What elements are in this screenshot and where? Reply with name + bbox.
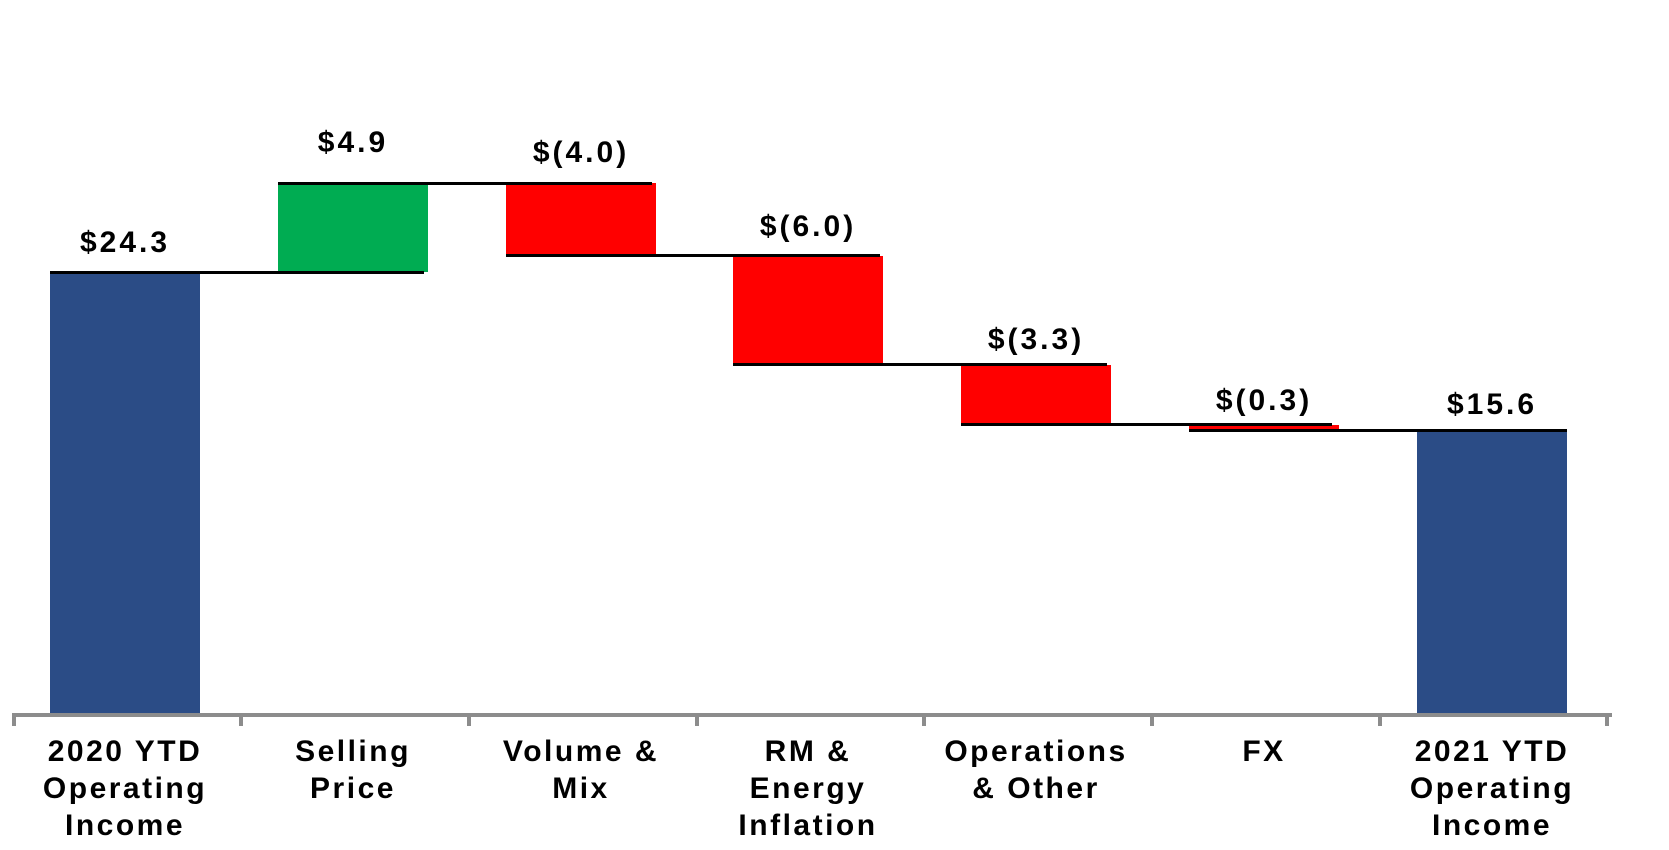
x-axis-line xyxy=(12,713,1612,717)
x-axis-tick xyxy=(695,713,699,726)
value-label-fx: $(0.3) xyxy=(1215,384,1313,417)
value-label-volume-mix: $(4.0) xyxy=(532,136,630,169)
value-label-rm-energy-inflation: $(6.0) xyxy=(759,210,857,243)
category-label-fx: FX xyxy=(1242,735,1286,768)
bar-volume-mix xyxy=(506,183,656,256)
x-axis-tick xyxy=(922,713,926,726)
value-label-2021-ytd-operating-income: $15.6 xyxy=(1446,388,1538,421)
x-axis-tick xyxy=(1605,713,1609,726)
connector-line xyxy=(733,363,1107,366)
connector-line xyxy=(278,182,652,185)
x-axis-tick xyxy=(1378,713,1382,726)
category-label-operations-other: Operations & Other xyxy=(944,735,1128,805)
x-axis-tick xyxy=(12,713,16,726)
connector-line xyxy=(50,271,424,274)
x-axis-tick xyxy=(467,713,471,726)
bar-operations-other xyxy=(961,365,1111,425)
bar-fx xyxy=(1189,425,1339,430)
bar-selling-price xyxy=(278,183,428,272)
x-axis-tick xyxy=(239,713,243,726)
category-label-selling-price: Selling Price xyxy=(295,735,411,805)
value-label-selling-price: $4.9 xyxy=(317,126,389,159)
value-label-2020-ytd-operating-income: $24.3 xyxy=(79,226,171,259)
category-label-2021-ytd-operating-income: 2021 YTD Operating Income xyxy=(1409,735,1575,842)
value-label-operations-other: $(3.3) xyxy=(987,323,1085,356)
bar-rm-energy-inflation xyxy=(733,256,883,365)
bar-2021-ytd-operating-income xyxy=(1417,430,1567,713)
category-label-rm-energy-inflation: RM & Energy Inflation xyxy=(738,735,878,842)
connector-line xyxy=(506,254,880,257)
bar-2020-ytd-operating-income xyxy=(50,272,200,713)
connector-line xyxy=(961,423,1332,426)
x-axis-tick xyxy=(1150,713,1154,726)
category-label-2020-ytd-operating-income: 2020 YTD Operating Income xyxy=(42,735,208,842)
category-label-volume-mix: Volume & Mix xyxy=(502,735,660,805)
connector-line xyxy=(1189,429,1567,432)
